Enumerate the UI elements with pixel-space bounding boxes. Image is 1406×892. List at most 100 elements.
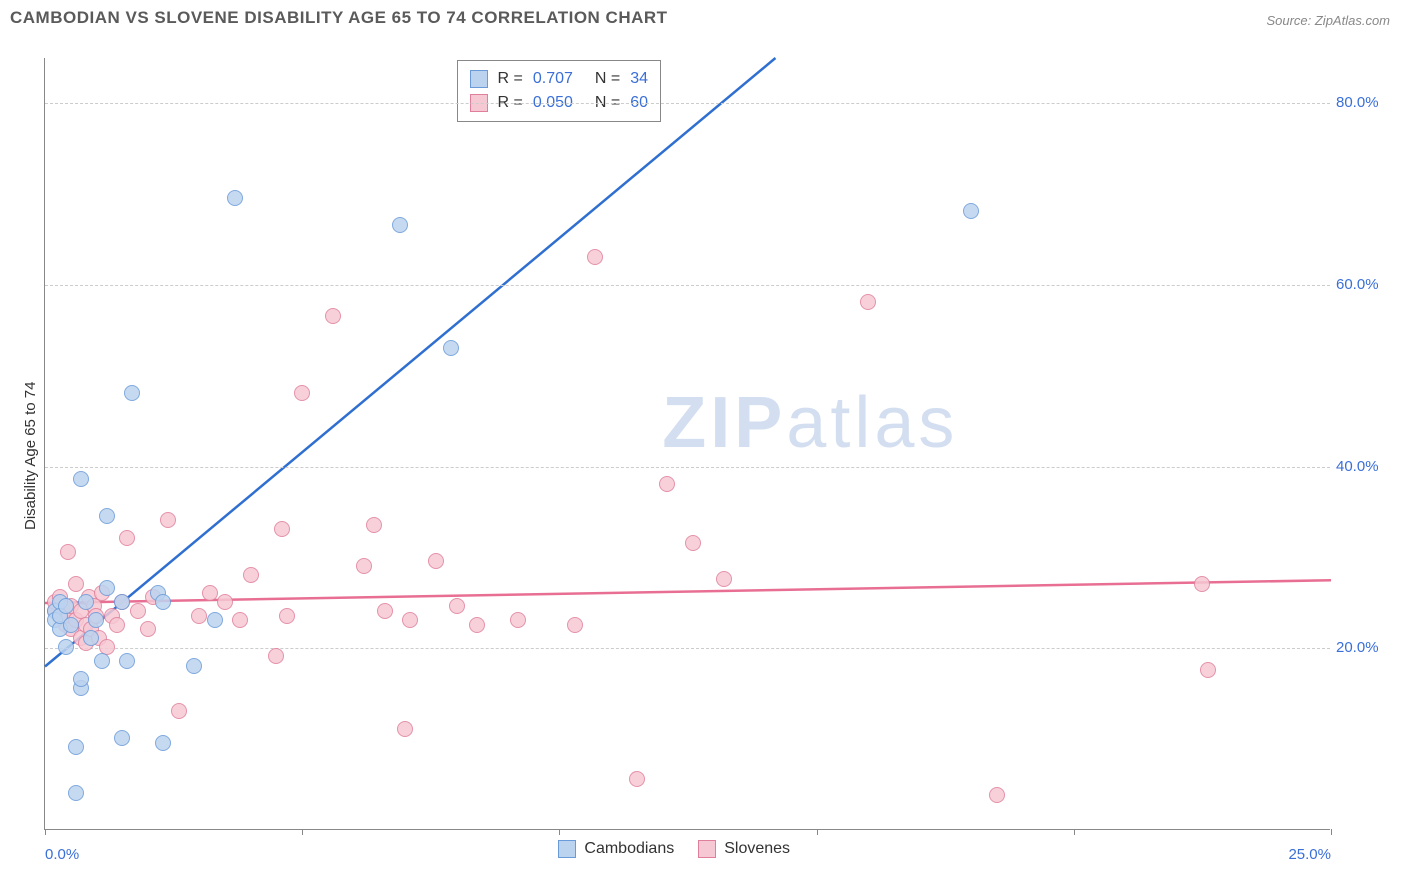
data-point bbox=[685, 535, 701, 551]
bottom-legend: Cambodians Slovenes bbox=[558, 840, 790, 858]
data-point bbox=[68, 739, 84, 755]
n-value: 34 bbox=[630, 67, 648, 91]
n-label: N = bbox=[595, 67, 620, 91]
x-tick bbox=[817, 829, 818, 835]
data-point bbox=[94, 653, 110, 669]
stats-legend-box: R =0.707N =34R =0.050N =60 bbox=[457, 60, 662, 122]
data-point bbox=[402, 612, 418, 628]
data-point bbox=[207, 612, 223, 628]
data-point bbox=[99, 580, 115, 596]
data-point bbox=[1200, 662, 1216, 678]
legend-swatch bbox=[470, 70, 488, 88]
data-point bbox=[659, 476, 675, 492]
plot-area: ZIPatlas R =0.707N =34R =0.050N =60 20.0… bbox=[44, 58, 1330, 830]
data-point bbox=[73, 671, 89, 687]
data-point bbox=[60, 544, 76, 560]
data-point bbox=[268, 648, 284, 664]
y-tick-label: 40.0% bbox=[1336, 458, 1392, 475]
trend-line bbox=[45, 580, 1331, 603]
data-point bbox=[227, 190, 243, 206]
legend-item: Slovenes bbox=[698, 840, 790, 858]
trend-lines bbox=[45, 58, 1331, 830]
data-point bbox=[68, 576, 84, 592]
x-tick bbox=[1074, 829, 1075, 835]
data-point bbox=[587, 249, 603, 265]
data-point bbox=[356, 558, 372, 574]
data-point bbox=[160, 512, 176, 528]
data-point bbox=[155, 594, 171, 610]
data-point bbox=[377, 603, 393, 619]
gridline bbox=[45, 285, 1330, 286]
y-tick-label: 80.0% bbox=[1336, 94, 1392, 111]
data-point bbox=[989, 787, 1005, 803]
y-tick-label: 20.0% bbox=[1336, 639, 1392, 656]
x-tick bbox=[45, 829, 46, 835]
source-label: Source: ZipAtlas.com bbox=[1266, 13, 1390, 28]
legend-label: Cambodians bbox=[584, 840, 674, 858]
data-point bbox=[366, 517, 382, 533]
x-tick bbox=[1331, 829, 1332, 835]
data-point bbox=[243, 567, 259, 583]
data-point bbox=[124, 385, 140, 401]
stats-row: R = 0.707 N = 34 bbox=[470, 67, 649, 91]
data-point bbox=[99, 508, 115, 524]
data-point bbox=[274, 521, 290, 537]
data-point bbox=[428, 553, 444, 569]
data-point bbox=[449, 598, 465, 614]
legend-label: Slovenes bbox=[724, 840, 790, 858]
data-point bbox=[119, 653, 135, 669]
data-point bbox=[109, 617, 125, 633]
x-tick-label: 0.0% bbox=[45, 846, 79, 863]
chart-container: CAMBODIAN VS SLOVENE DISABILITY AGE 65 T… bbox=[0, 0, 1406, 892]
y-axis-label: Disability Age 65 to 74 bbox=[22, 382, 39, 530]
data-point bbox=[217, 594, 233, 610]
trend-line bbox=[45, 58, 775, 667]
data-point bbox=[1194, 576, 1210, 592]
data-point bbox=[294, 385, 310, 401]
data-point bbox=[397, 721, 413, 737]
data-point bbox=[469, 617, 485, 633]
data-point bbox=[186, 658, 202, 674]
data-point bbox=[171, 703, 187, 719]
data-point bbox=[629, 771, 645, 787]
data-point bbox=[963, 203, 979, 219]
data-point bbox=[140, 621, 156, 637]
data-point bbox=[58, 598, 74, 614]
r-value: 0.707 bbox=[533, 67, 573, 91]
data-point bbox=[443, 340, 459, 356]
x-tick bbox=[302, 829, 303, 835]
chart-title: CAMBODIAN VS SLOVENE DISABILITY AGE 65 T… bbox=[10, 8, 668, 28]
data-point bbox=[279, 608, 295, 624]
data-point bbox=[325, 308, 341, 324]
gridline bbox=[45, 648, 1330, 649]
gridline bbox=[45, 467, 1330, 468]
data-point bbox=[114, 730, 130, 746]
data-point bbox=[392, 217, 408, 233]
data-point bbox=[860, 294, 876, 310]
data-point bbox=[155, 735, 171, 751]
data-point bbox=[202, 585, 218, 601]
data-point bbox=[73, 471, 89, 487]
y-tick-label: 60.0% bbox=[1336, 276, 1392, 293]
data-point bbox=[68, 785, 84, 801]
gridline bbox=[45, 103, 1330, 104]
data-point bbox=[232, 612, 248, 628]
data-point bbox=[567, 617, 583, 633]
r-label: R = bbox=[498, 67, 523, 91]
data-point bbox=[191, 608, 207, 624]
legend-swatch bbox=[558, 840, 576, 858]
data-point bbox=[114, 594, 130, 610]
data-point bbox=[130, 603, 146, 619]
data-point bbox=[63, 617, 79, 633]
x-tick bbox=[559, 829, 560, 835]
title-bar: CAMBODIAN VS SLOVENE DISABILITY AGE 65 T… bbox=[0, 0, 1406, 32]
data-point bbox=[58, 639, 74, 655]
data-point bbox=[510, 612, 526, 628]
data-point bbox=[78, 594, 94, 610]
data-point bbox=[83, 630, 99, 646]
data-point bbox=[716, 571, 732, 587]
data-point bbox=[119, 530, 135, 546]
legend-item: Cambodians bbox=[558, 840, 674, 858]
legend-swatch bbox=[698, 840, 716, 858]
data-point bbox=[88, 612, 104, 628]
